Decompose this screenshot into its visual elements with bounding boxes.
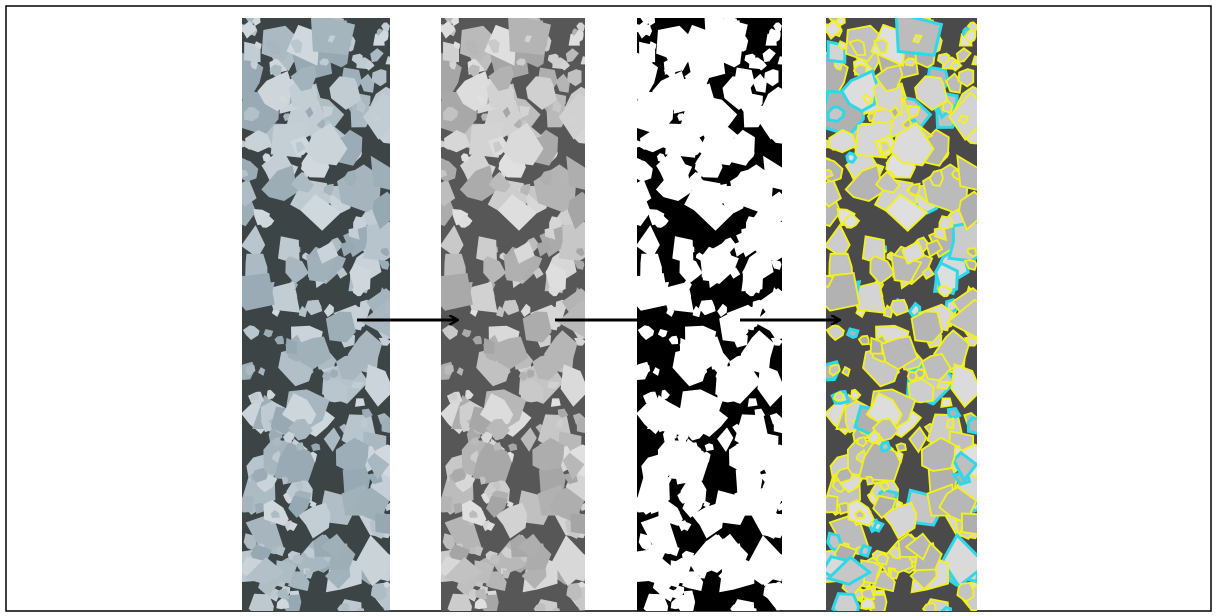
aggregate-particle	[862, 589, 875, 600]
aggregate-particle	[905, 58, 915, 65]
aggregate-particle	[912, 312, 943, 343]
grayscale-image-panel	[421, 13, 604, 616]
aggregate-particle	[848, 329, 858, 337]
binary-image-panel	[617, 13, 802, 616]
aggregate-particle	[947, 418, 954, 428]
aggregate-particle	[857, 437, 867, 447]
aggregate-particle	[881, 442, 889, 451]
figure	[0, 0, 1217, 616]
aggregate-particle	[847, 153, 856, 162]
aggregate-particle	[959, 116, 968, 124]
color-image-panel	[221, 13, 409, 616]
frame	[6, 6, 1211, 611]
aggregate-particle	[828, 107, 844, 121]
aggregate-particle	[877, 554, 888, 565]
aggregate-particle	[916, 369, 924, 377]
aggregate-particle	[896, 443, 906, 451]
aggregate-particle	[859, 336, 869, 345]
aggregate-particle	[939, 216, 952, 229]
aggregate-particle	[748, 398, 758, 407]
aggregate-particle	[551, 398, 561, 407]
aggregate-particle	[866, 477, 873, 485]
segmented-image-panel	[805, 13, 997, 616]
aggregate-particle	[941, 398, 951, 407]
aggregate-particle	[355, 398, 365, 407]
aggregate-particle	[833, 594, 859, 616]
aggregate-particle	[948, 409, 959, 418]
aggregate-particle	[860, 546, 870, 556]
page: (() => { JSON.parse(document.getElementB…	[0, 0, 1217, 616]
